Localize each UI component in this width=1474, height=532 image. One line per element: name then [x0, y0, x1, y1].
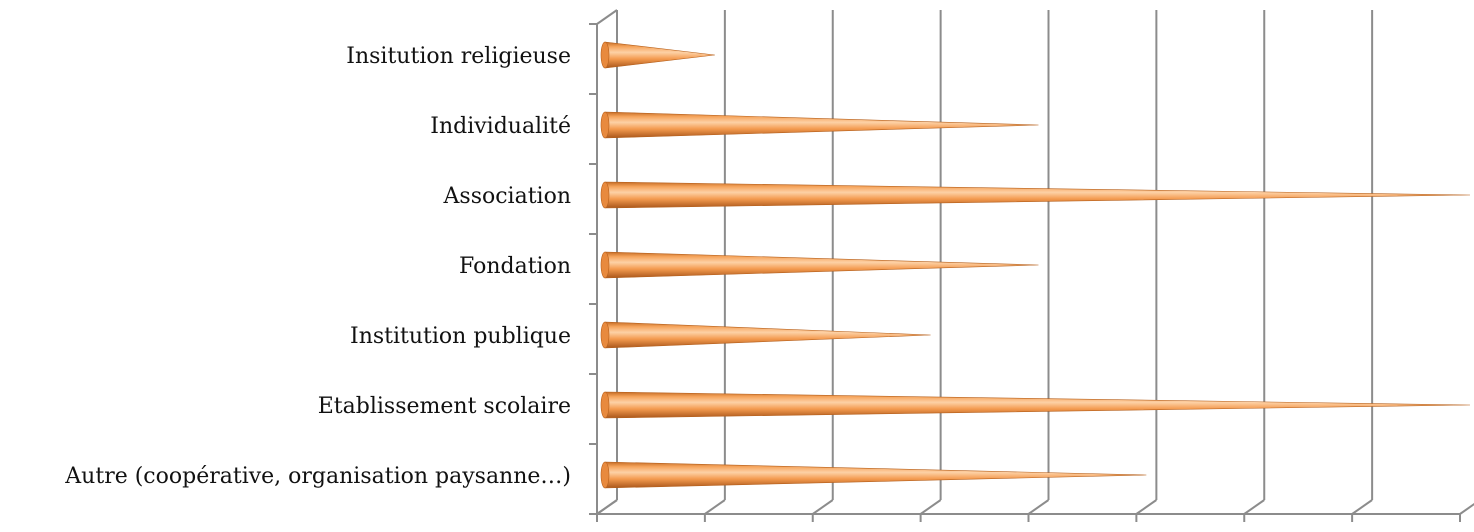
bar-cone-5 — [604, 391, 1471, 419]
bar-1 — [600, 111, 1039, 139]
bar-base-4 — [600, 321, 610, 349]
floor-depth-line-0 — [596, 499, 618, 515]
bar-3 — [600, 251, 1039, 279]
floor-depth-line-5 — [1135, 499, 1157, 515]
bar-6 — [600, 461, 1147, 489]
bar-base-0 — [600, 41, 610, 69]
bar-2 — [600, 181, 1471, 209]
category-label-3: Fondation — [459, 254, 571, 279]
floor-depth-line-7 — [1351, 499, 1373, 515]
floor-depth-line-8 — [1459, 502, 1474, 515]
bar-0 — [600, 41, 715, 69]
bar-base-1 — [600, 111, 610, 139]
category-label-6: Autre (coopérative, organisation paysann… — [64, 464, 571, 489]
category-label-1: Individualité — [430, 114, 571, 139]
bar-base-2 — [600, 181, 610, 209]
category-label-5: Etablissement scolaire — [318, 394, 571, 419]
floor-depth-line-1 — [704, 499, 726, 515]
category-label-4: Institution publique — [350, 324, 571, 349]
bar-base-6 — [600, 461, 610, 489]
bar-4 — [600, 321, 931, 349]
category-label-2: Association — [443, 184, 571, 209]
bar-cone-6 — [604, 461, 1147, 489]
bar-cone-3 — [604, 251, 1039, 279]
category-label-0: Insitution religieuse — [346, 44, 571, 69]
bar-5 — [600, 391, 1471, 419]
floor-depth-line-6 — [1243, 499, 1265, 515]
bar-cone-1 — [604, 111, 1039, 139]
top-depth-line — [596, 9, 618, 25]
bar-base-3 — [600, 251, 610, 279]
bar-cone-2 — [604, 181, 1471, 209]
floor-depth-line-4 — [1027, 499, 1050, 515]
bar-base-5 — [600, 391, 610, 419]
floor-depth-line-2 — [812, 499, 834, 515]
bar-cone-4 — [604, 321, 931, 349]
floor-depth-line-3 — [920, 499, 942, 515]
bar-cone-0 — [604, 41, 715, 69]
